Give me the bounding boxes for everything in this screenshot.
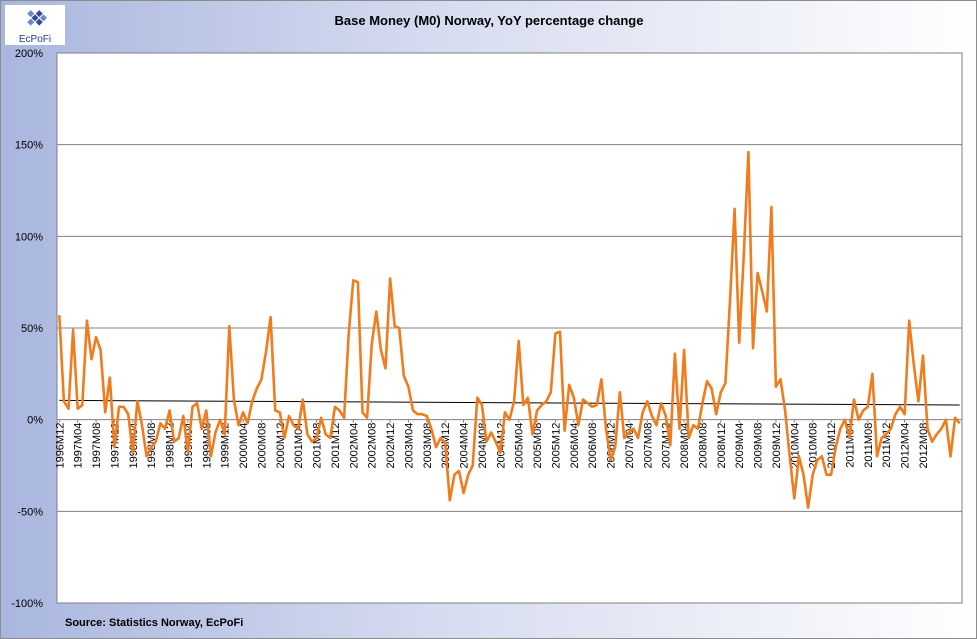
x-tick-label: 2003M04 <box>403 423 415 469</box>
x-tick-label: 2012M04 <box>900 423 912 469</box>
x-tick-label: 1999M12 <box>220 423 232 469</box>
x-tick-label: 2009M12 <box>771 423 783 469</box>
x-tick-label: 1997M08 <box>91 423 103 469</box>
x-tick-label: 2006M08 <box>587 423 599 469</box>
x-tick-label: 2010M08 <box>808 423 820 469</box>
x-tick-label: 2008M08 <box>697 423 709 469</box>
x-tick-label: 2006M04 <box>569 423 581 469</box>
x-tick-label: 2003M08 <box>422 423 434 469</box>
y-tick-label: 200% <box>15 48 43 60</box>
x-tick-label: 2005M08 <box>532 423 544 469</box>
x-tick-label: 2000M04 <box>238 423 250 469</box>
chart-title: Base Money (M0) Norway, YoY percentage c… <box>335 13 644 28</box>
y-axis-ticks: 200% 150% 100% 50% 0% -50% -100% <box>11 48 43 610</box>
x-tick-label: 2001M08 <box>312 423 324 469</box>
x-tick-label: 2009M04 <box>734 423 746 469</box>
x-tick-label: 2001M04 <box>293 423 305 469</box>
x-tick-label: 2011M08 <box>863 423 875 468</box>
y-tick-label: 100% <box>15 231 43 243</box>
x-tick-label: 2006M12 <box>606 423 618 469</box>
x-tick-label: 1997M04 <box>73 423 85 469</box>
x-tick-label: 2011M12 <box>881 423 893 468</box>
trend-line <box>59 399 960 406</box>
series-line-m0-yoy <box>58 150 961 510</box>
ecpofi-logo: EcPoFi <box>5 5 65 45</box>
y-tick-label: -100% <box>11 598 43 610</box>
x-tick-label: 2005M04 <box>514 423 526 469</box>
x-tick-label: 2004M08 <box>477 423 489 469</box>
x-tick-label: 2007M08 <box>642 423 654 469</box>
source-note: Source: Statistics Norway, EcPoFi <box>65 617 243 629</box>
x-tick-label: 2002M08 <box>367 423 379 469</box>
x-tick-label: 2000M08 <box>256 423 268 469</box>
y-tick-label: -50% <box>17 506 43 518</box>
logo-mark-icon: EcPoFi <box>19 10 51 45</box>
x-tick-label: 1998M12 <box>165 423 177 469</box>
y-tick-label: 150% <box>15 140 43 152</box>
x-tick-label: 2009M08 <box>753 423 765 469</box>
x-tick-label: 2012M08 <box>918 423 930 469</box>
y-tick-label: 0% <box>27 415 43 427</box>
y-tick-label: 50% <box>21 323 43 335</box>
x-tick-label: 1996M12 <box>54 423 66 469</box>
x-tick-label: 2005M12 <box>550 423 562 469</box>
x-tick-label: 2001M12 <box>330 423 342 469</box>
x-tick-label: 2002M12 <box>385 423 397 469</box>
x-tick-label: 2008M12 <box>716 423 728 469</box>
x-tick-label: 2002M04 <box>348 423 360 469</box>
logo-text: EcPoFi <box>19 34 51 45</box>
x-tick-label: 2004M04 <box>459 423 471 469</box>
